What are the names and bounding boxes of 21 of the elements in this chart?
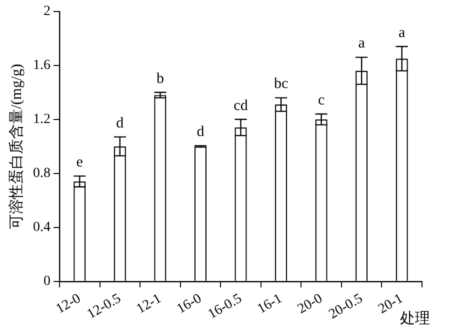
y-tick-label: 1.6: [33, 58, 50, 74]
y-tick-label: 1.2: [33, 112, 50, 128]
y-tick-label: 0.8: [33, 166, 50, 182]
y-axis-title: 可溶性蛋白质含量/(mg/g): [8, 64, 25, 229]
annotation: bc: [274, 76, 288, 92]
y-tick-label: 0: [44, 274, 50, 290]
annotation: c: [318, 92, 325, 108]
annotation: b: [156, 70, 164, 87]
x-tick-label: 20-0: [295, 291, 326, 318]
annotation: d: [196, 124, 205, 140]
x-tick-label: 16-0: [174, 291, 204, 318]
annotation: a: [358, 36, 366, 52]
x-tick-label: 12-1: [134, 291, 164, 318]
x-tick-label: 16-1: [255, 291, 285, 318]
y-tick-label: 2: [44, 4, 50, 20]
annotation: a: [398, 24, 406, 41]
annotation: cd: [234, 98, 248, 114]
annotation: e: [76, 154, 84, 171]
x-tick-label: 12-0: [54, 291, 84, 318]
annotation: d: [116, 115, 124, 132]
y-tick-label: 0.4: [33, 220, 50, 236]
